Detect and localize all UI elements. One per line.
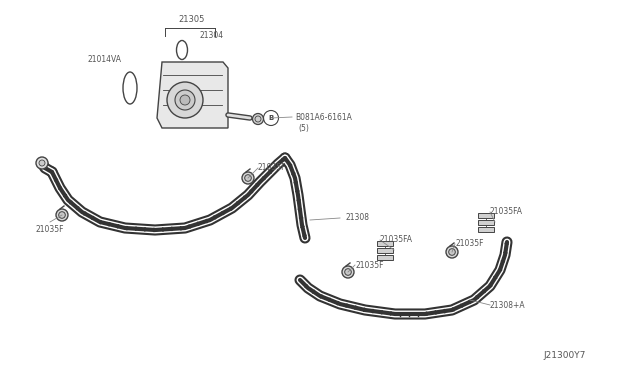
FancyBboxPatch shape xyxy=(478,219,494,224)
Text: 21035F: 21035F xyxy=(258,164,287,173)
Text: B: B xyxy=(268,115,274,121)
FancyBboxPatch shape xyxy=(478,227,494,231)
Circle shape xyxy=(449,249,455,255)
Text: 21308+A: 21308+A xyxy=(490,301,525,310)
Text: B081A6-6161A: B081A6-6161A xyxy=(295,112,352,122)
Text: 21308: 21308 xyxy=(345,214,369,222)
Text: 21014VA: 21014VA xyxy=(88,55,122,64)
Text: (5): (5) xyxy=(298,124,309,132)
Circle shape xyxy=(39,160,45,166)
Text: 21035F: 21035F xyxy=(355,260,383,269)
Circle shape xyxy=(255,116,261,122)
Polygon shape xyxy=(157,62,228,128)
FancyBboxPatch shape xyxy=(377,241,393,246)
Circle shape xyxy=(446,246,458,258)
Text: 21305: 21305 xyxy=(179,16,205,25)
Circle shape xyxy=(56,209,68,221)
Circle shape xyxy=(345,269,351,275)
Text: 21035F: 21035F xyxy=(455,240,483,248)
Circle shape xyxy=(253,113,264,125)
Text: 21035FA: 21035FA xyxy=(380,235,413,244)
Circle shape xyxy=(59,212,65,218)
Circle shape xyxy=(244,175,252,181)
Text: J21300Y7: J21300Y7 xyxy=(544,350,586,359)
FancyBboxPatch shape xyxy=(478,212,494,218)
Text: 21035F: 21035F xyxy=(36,225,64,234)
Circle shape xyxy=(242,172,254,184)
Text: 21304: 21304 xyxy=(200,31,224,39)
Text: 21035FA: 21035FA xyxy=(490,208,523,217)
Circle shape xyxy=(167,82,203,118)
FancyBboxPatch shape xyxy=(377,254,393,260)
FancyBboxPatch shape xyxy=(377,247,393,253)
Circle shape xyxy=(36,157,48,169)
Circle shape xyxy=(342,266,354,278)
Circle shape xyxy=(180,95,190,105)
Circle shape xyxy=(175,90,195,110)
